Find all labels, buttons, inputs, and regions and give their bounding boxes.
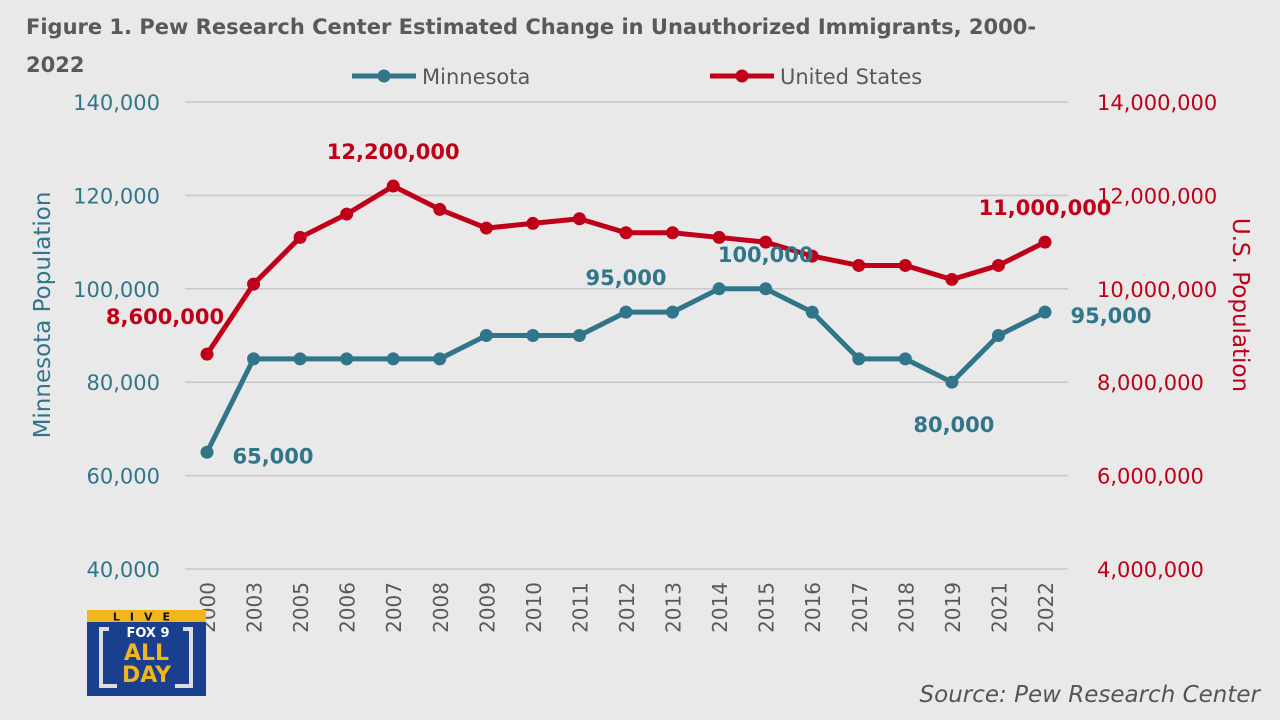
data-point xyxy=(898,258,912,272)
data-label: 65,000 xyxy=(232,444,313,468)
data-point xyxy=(991,329,1005,342)
data-point xyxy=(619,226,633,240)
x-tick-label: 2005 xyxy=(289,582,313,633)
right-tick-label: 10,000,000 xyxy=(1097,278,1217,302)
x-tick-label: 2006 xyxy=(336,582,360,633)
data-point xyxy=(1038,305,1052,319)
data-label: 100,000 xyxy=(718,243,814,267)
source-note: Source: Pew Research Center xyxy=(919,682,1260,708)
data-point xyxy=(247,352,261,366)
left-axis-title: Minnesota Population xyxy=(30,192,56,439)
data-point xyxy=(526,216,540,230)
left-tick-label: 40,000 xyxy=(87,558,160,582)
data-point xyxy=(340,207,354,221)
data-point xyxy=(759,235,773,249)
legend-label: Minnesota xyxy=(422,65,530,89)
x-tick-label: 2012 xyxy=(615,582,639,633)
logo-line2-text: DAY xyxy=(122,663,172,688)
logo-brand-text: FOX 9 xyxy=(126,626,169,641)
x-tick-label: 2021 xyxy=(987,582,1011,633)
data-point xyxy=(479,221,493,235)
x-tick-label: 2017 xyxy=(848,582,872,633)
right-tick-label: 8,000,000 xyxy=(1097,371,1204,395)
data-point xyxy=(293,352,307,366)
data-point xyxy=(945,375,959,389)
x-tick-label: 2011 xyxy=(568,582,592,633)
data-point xyxy=(572,329,586,342)
data-point xyxy=(386,352,400,366)
chart-title: Figure 1. Pew Research Center Estimated … xyxy=(26,15,1037,77)
data-point xyxy=(479,329,493,342)
data-point xyxy=(433,202,447,216)
data-label: 80,000 xyxy=(913,413,994,437)
logo-line1-text: ALL xyxy=(124,641,169,666)
data-point xyxy=(945,272,959,286)
right-axis-title: U.S. Population xyxy=(1227,218,1253,392)
data-point xyxy=(712,282,726,296)
right-tick-label: 12,000,000 xyxy=(1097,184,1217,208)
legend-label: United States xyxy=(780,65,922,89)
x-tick-label: 2019 xyxy=(941,582,965,633)
data-label: 95,000 xyxy=(1070,304,1151,328)
data-point xyxy=(852,258,866,272)
left-tick-label: 100,000 xyxy=(73,278,160,302)
data-point xyxy=(898,352,912,366)
left-tick-label: 80,000 xyxy=(87,371,160,395)
data-point xyxy=(666,226,680,240)
data-point xyxy=(805,249,819,263)
x-tick-label: 2016 xyxy=(801,582,825,633)
data-point xyxy=(293,230,307,244)
data-point xyxy=(200,445,214,459)
x-tick-label: 2013 xyxy=(662,582,686,633)
data-point xyxy=(386,179,400,193)
x-tick-label: 2015 xyxy=(755,582,779,633)
legend-marker xyxy=(377,69,391,83)
x-tick-label: 2022 xyxy=(1034,582,1058,633)
x-tick-label: 2010 xyxy=(522,582,546,633)
data-point xyxy=(433,352,447,366)
data-label: 12,200,000 xyxy=(327,140,460,164)
data-point xyxy=(619,305,633,319)
x-tick-label: 2008 xyxy=(429,582,453,633)
left-tick-label: 120,000 xyxy=(73,184,160,208)
data-point xyxy=(1038,235,1052,249)
right-tick-label: 14,000,000 xyxy=(1097,91,1217,115)
data-point xyxy=(759,282,773,296)
x-tick-label: 2018 xyxy=(894,582,918,633)
data-point xyxy=(712,230,726,244)
left-tick-label: 140,000 xyxy=(73,91,160,115)
data-point xyxy=(247,277,261,291)
data-label: 95,000 xyxy=(585,266,666,290)
x-tick-label: 2009 xyxy=(475,582,499,633)
logo-live-text: LIVE xyxy=(113,611,180,624)
data-point xyxy=(852,352,866,366)
data-point xyxy=(666,305,680,319)
x-tick-label: 2007 xyxy=(382,582,406,633)
data-point xyxy=(805,305,819,319)
data-point xyxy=(572,212,586,226)
data-point xyxy=(200,347,214,361)
fox9-live-all-day-logo: LIVE FOX 9 ALL DAY xyxy=(87,610,206,696)
data-point xyxy=(340,352,354,366)
right-tick-label: 6,000,000 xyxy=(1097,465,1204,489)
x-tick-label: 2003 xyxy=(243,582,267,633)
right-tick-label: 4,000,000 xyxy=(1097,558,1204,582)
legend-marker xyxy=(735,69,749,83)
left-tick-label: 60,000 xyxy=(87,465,160,489)
x-tick-label: 2014 xyxy=(708,582,732,633)
data-label: 8,600,000 xyxy=(106,305,224,329)
data-point xyxy=(991,258,1005,272)
data-point xyxy=(526,329,540,342)
data-label: 11,000,000 xyxy=(979,196,1112,220)
